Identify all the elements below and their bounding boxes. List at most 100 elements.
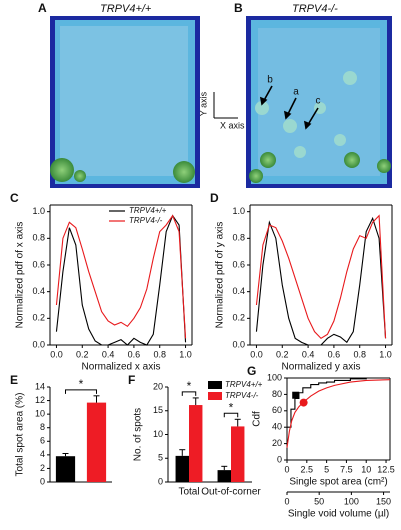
significance-bracket (65, 389, 97, 394)
x-tick-label: 0.8 (353, 349, 366, 359)
x-tick-label: 1.0 (379, 349, 392, 359)
x-tick-label: Out-of-corner (201, 487, 261, 498)
y-tick-label: 0.4 (232, 286, 245, 296)
bar (189, 405, 203, 482)
panel-letter: A (38, 1, 47, 15)
x-tick-label: 0.6 (128, 349, 141, 359)
panel-letter: D (210, 191, 219, 205)
bar (86, 402, 107, 482)
y-tick-label: 10 (153, 429, 163, 439)
x2-tick-label: 0 (284, 496, 289, 506)
x-tick-label: 0.0 (250, 349, 263, 359)
y-tick-label: 0.8 (232, 233, 245, 243)
y-tick-label: 2 (40, 463, 45, 473)
data-line (55, 214, 187, 339)
significance-label: * (187, 379, 192, 393)
legend-swatch (208, 381, 222, 389)
y-tick-label: 0.6 (32, 259, 45, 269)
y-tick-label: 0 (40, 476, 45, 486)
x-axis-label: Single spot area (cm²) (289, 477, 387, 488)
legend-label: TRPV4+/+ (225, 380, 263, 389)
y-tick-label: 15 (153, 405, 163, 415)
y-tick-label: 20 (153, 381, 163, 391)
y-tick-label: 60 (272, 405, 282, 415)
x-tick-label: 12.5 (377, 464, 395, 474)
axis-key-y: Y axis (198, 91, 208, 116)
y-tick-label: 0 (158, 476, 163, 486)
y-tick-label: 6 (40, 436, 45, 446)
data-line (255, 216, 387, 346)
x-tick-label: 0.0 (50, 349, 63, 359)
panel-title: TRPV4+/+ (100, 3, 152, 15)
y-tick-label: 20 (272, 438, 282, 448)
data-line (55, 214, 187, 346)
y-tick-label: 40 (272, 422, 282, 432)
image-a (50, 16, 200, 188)
y-tick-label: 0.6 (232, 259, 245, 269)
significance-bracket (181, 391, 197, 396)
y-tick-label: 0.2 (232, 313, 245, 323)
significance-label: * (79, 377, 84, 391)
y-axis-label: No. of spots (133, 408, 144, 461)
x2-tick-label: 150 (376, 496, 391, 506)
data-line (255, 214, 387, 340)
x-tick-label: 1.0 (179, 349, 192, 359)
annotation: a (293, 87, 299, 98)
panel-letter: C (10, 191, 19, 205)
x2-axis-label: Single void volume (µl) (288, 509, 389, 520)
axis-key-x: X axis (220, 120, 245, 130)
x-tick-label: 0.6 (328, 349, 341, 359)
y-axis-label: Total spot area (%) (15, 393, 26, 477)
x-axis-label: Normalized y axis (282, 362, 361, 373)
y-tick-label: 1.0 (32, 206, 45, 216)
significance-label: * (229, 400, 234, 414)
x-tick-label: 0.4 (302, 349, 315, 359)
y-axis-label: Normalized pdf of y axis (215, 222, 226, 329)
x-tick-label: 0 (284, 464, 289, 474)
panel-letter: B (234, 1, 243, 15)
y-tick-label: 80 (272, 389, 282, 399)
y-tick-label: 0.0 (32, 339, 45, 349)
panel-letter: E (10, 373, 18, 387)
y-tick-label: 4 (40, 449, 45, 459)
marker (292, 391, 300, 399)
y-tick-label: 14 (35, 381, 45, 391)
y-axis-label: Normalized pdf of x axis (15, 222, 26, 329)
x-tick-label: 0.2 (76, 349, 89, 359)
y-tick-label: 1.0 (232, 206, 245, 216)
data-line (286, 379, 391, 448)
x-tick-label: 0.8 (153, 349, 166, 359)
y-tick-label: 0 (277, 454, 282, 464)
bar (231, 426, 245, 482)
y-tick-label: 0.4 (32, 286, 45, 296)
y-tick-label: 5 (158, 453, 163, 463)
x-tick-label: 5 (324, 464, 329, 474)
image-b (246, 16, 392, 188)
y-tick-label: 100 (267, 372, 282, 382)
legend-label: TRPV4-/- (129, 216, 163, 225)
annotation: c (316, 96, 321, 107)
y-tick-label: 10 (35, 409, 45, 419)
marker (299, 398, 308, 407)
x-tick-label: 10 (361, 464, 371, 474)
x-tick-label: 7.5 (340, 464, 353, 474)
y-tick-label: 0.0 (232, 339, 245, 349)
x-tick-label: Total (178, 487, 199, 498)
panel-letter: G (247, 364, 256, 378)
x2-tick-label: 50 (314, 496, 324, 506)
significance-bracket (223, 412, 239, 418)
bar (175, 455, 189, 482)
bar (217, 470, 231, 482)
legend-label: TRPV4+/+ (129, 206, 167, 215)
x-axis-label: Normalized x axis (82, 362, 161, 373)
annotation: b (267, 75, 273, 86)
legend-label: TRPV4-/- (225, 391, 259, 400)
x-tick-label: 0.4 (102, 349, 115, 359)
panel-title: TRPV4-/- (292, 3, 338, 15)
y-tick-label: 0.2 (32, 313, 45, 323)
data-line (287, 377, 390, 428)
bar (55, 456, 76, 482)
legend-swatch (208, 392, 222, 400)
